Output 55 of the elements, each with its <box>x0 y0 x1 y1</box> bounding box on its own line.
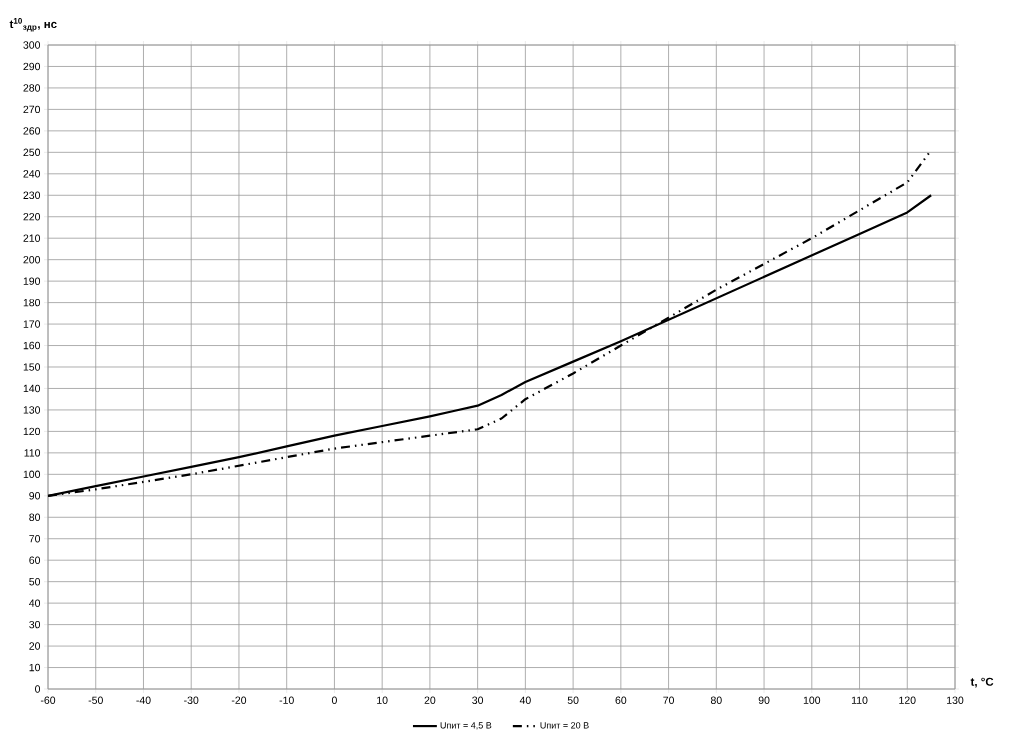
y-tick-label: 60 <box>29 556 41 564</box>
y-tick-label: 160 <box>23 341 41 350</box>
y-tick-label: 30 <box>29 620 41 629</box>
text: t$^{10}$$_{здр}$, нс <box>9 18 57 32</box>
y-tick-label: 0 <box>35 685 41 693</box>
legend-label: Uпит = 20 В <box>540 722 589 729</box>
x-tick-label: -60 <box>40 696 56 704</box>
x-tick-label: 20 <box>424 696 436 704</box>
x-tick-label: 90 <box>758 696 770 704</box>
y-tick-label: 270 <box>23 105 41 114</box>
x-tick-label: 80 <box>710 696 722 704</box>
x-tick-label: 0 <box>331 696 337 704</box>
y-tick-label: 70 <box>29 535 41 543</box>
x-axis-title: t, °C <box>970 677 994 688</box>
y-tick-label: 20 <box>29 642 41 650</box>
y-tick-label: 120 <box>23 427 41 436</box>
x-tick-label: 30 <box>472 696 484 704</box>
y-tick-label: 180 <box>23 298 41 307</box>
y-tick-label: 210 <box>23 234 41 242</box>
y-tick-label: 170 <box>23 320 41 328</box>
y-tick-label: 220 <box>23 213 41 221</box>
y-tick-label: 280 <box>23 84 41 92</box>
y-tick-label: 300 <box>23 41 41 49</box>
x-tick-label: 130 <box>947 696 964 704</box>
y-tick-label: 240 <box>23 170 41 178</box>
y-tick-label: 250 <box>23 148 41 157</box>
y-tick-label: 10 <box>29 663 41 672</box>
y-tick-label: 260 <box>23 127 41 135</box>
y-tick-label: 40 <box>29 599 41 607</box>
y-tick-label: 140 <box>23 384 41 393</box>
y-tick-label: 90 <box>29 492 41 500</box>
y-tick-label: 130 <box>23 406 41 414</box>
x-tick-label: 60 <box>615 696 627 704</box>
y-tick-label: 190 <box>23 277 41 285</box>
x-tick-label: 50 <box>567 696 579 704</box>
x-tick-label: 110 <box>851 696 868 704</box>
y-tick-label: 230 <box>23 191 41 199</box>
x-tick-label: 40 <box>519 696 531 704</box>
y-tick-label: 150 <box>23 363 41 371</box>
y-tick-label: 80 <box>29 513 41 521</box>
x-tick-label: 10 <box>377 696 388 704</box>
x-tick-label: -20 <box>231 696 247 704</box>
y-tick-label: 110 <box>24 449 41 457</box>
y-tick-label: 200 <box>23 255 41 264</box>
y-tick-label: 290 <box>23 62 41 71</box>
y-tick-label: 50 <box>29 577 41 586</box>
x-tick-label: 100 <box>803 696 821 704</box>
x-tick-label: -30 <box>184 696 199 704</box>
x-tick-label: 70 <box>663 696 675 704</box>
legend-label: Uпит = 4,5 В <box>440 722 492 730</box>
x-tick-label: -50 <box>88 696 103 704</box>
x-tick-label: 120 <box>899 696 916 704</box>
x-tick-label: -10 <box>279 696 294 704</box>
y-tick-label: 100 <box>23 470 41 479</box>
x-tick-label: -40 <box>136 696 151 704</box>
